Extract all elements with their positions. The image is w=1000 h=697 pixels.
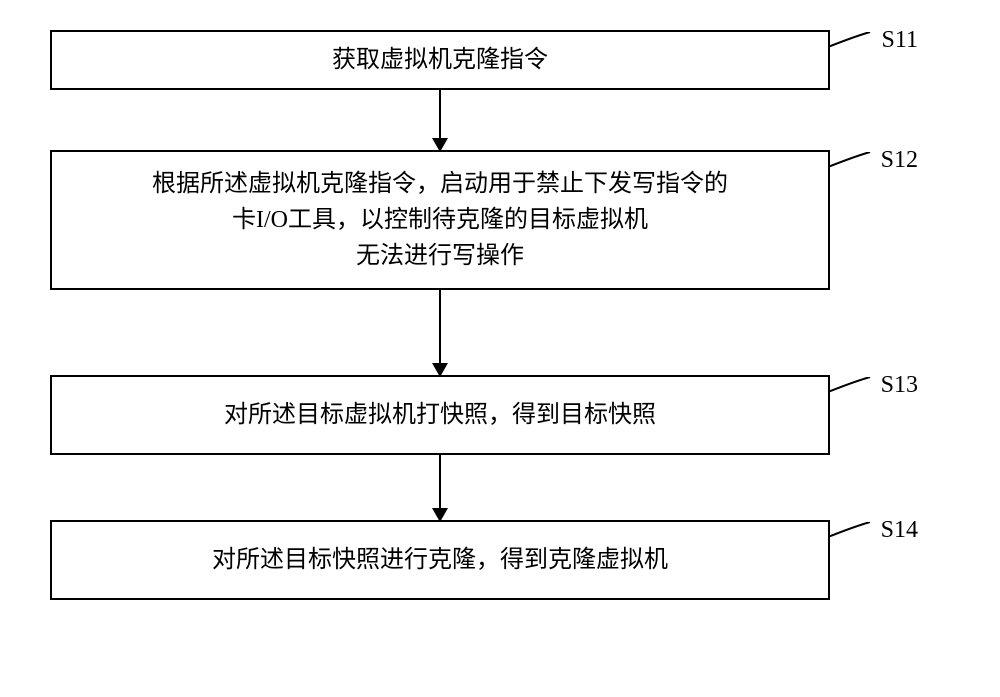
step-box-s12: S12 根据所述虚拟机克隆指令，启动用于禁止下发写指令的卡I/O工具，以控制待克…	[50, 150, 830, 290]
arrow-1	[439, 90, 441, 150]
arrow-container-3	[50, 455, 830, 520]
arrow-container-1	[50, 90, 830, 150]
step-label-s13: S13	[881, 372, 918, 399]
label-connector-s14	[828, 522, 873, 557]
step-text-s12: 根据所述虚拟机克隆指令，启动用于禁止下发写指令的卡I/O工具，以控制待克隆的目标…	[152, 166, 728, 274]
step-label-s11: S11	[882, 27, 918, 54]
label-connector-s11	[828, 32, 873, 67]
step-box-s11: S11 获取虚拟机克隆指令	[50, 30, 830, 90]
step-label-s12: S12	[881, 147, 918, 174]
label-connector-s13	[828, 377, 873, 412]
arrow-2	[439, 290, 441, 375]
flowchart-container: S11 获取虚拟机克隆指令 S12 根据所述虚拟机克隆指令，启动用于禁止下发写指…	[50, 30, 950, 600]
step-text-s13: 对所述目标虚拟机打快照，得到目标快照	[224, 397, 656, 433]
arrow-container-2	[50, 290, 830, 375]
step-label-s14: S14	[881, 517, 918, 544]
step-text-s11: 获取虚拟机克隆指令	[332, 42, 548, 78]
label-connector-s12	[828, 152, 873, 187]
step-box-s14: S14 对所述目标快照进行克隆，得到克隆虚拟机	[50, 520, 830, 600]
step-text-s14: 对所述目标快照进行克隆，得到克隆虚拟机	[212, 542, 668, 578]
step-box-s13: S13 对所述目标虚拟机打快照，得到目标快照	[50, 375, 830, 455]
arrow-3	[439, 455, 441, 520]
